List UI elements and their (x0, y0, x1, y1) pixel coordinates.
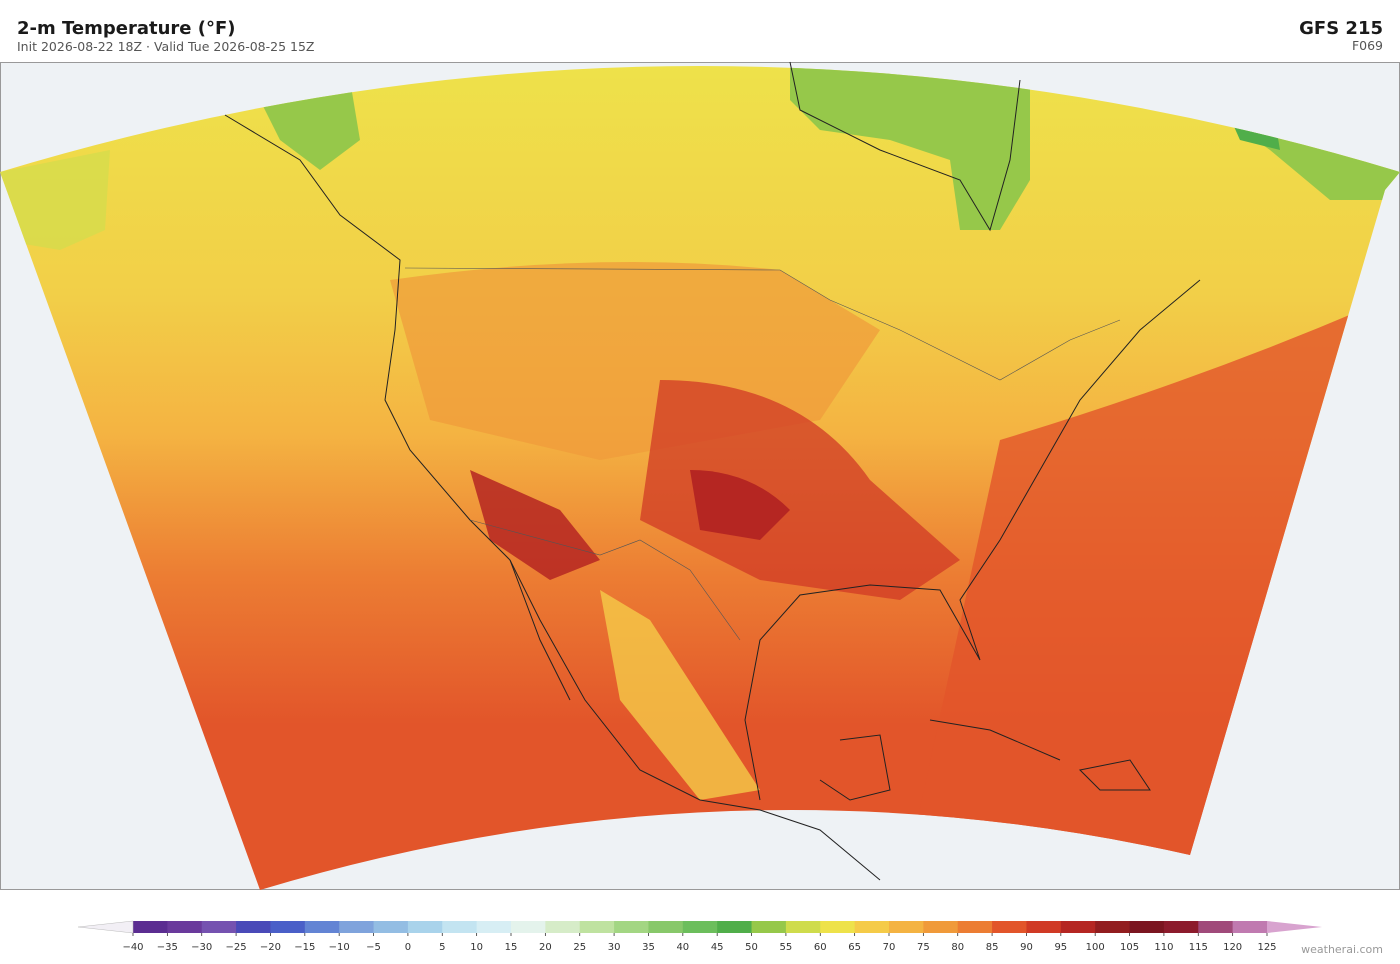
colorbar-segment (1163, 921, 1199, 933)
colorbar-tick-label: −10 (329, 942, 350, 953)
colorbar-tick-label: 35 (642, 942, 655, 953)
colorbar-tick-label: 120 (1223, 942, 1242, 953)
colorbar-segment (476, 921, 512, 933)
colorbar-tick-label: 90 (1020, 942, 1033, 953)
colorbar-segment (545, 921, 581, 933)
colorbar-segment (614, 921, 649, 933)
colorbar-segment (820, 921, 856, 933)
colorbar-segment (751, 921, 787, 933)
colorbar-segment (133, 921, 168, 933)
colorbar-segment (1095, 921, 1131, 933)
colorbar-segment (889, 921, 924, 933)
colorbar-tick-label: 65 (848, 942, 861, 953)
colorbar-tick-label: 60 (814, 942, 827, 953)
colorbar-tick-label: 125 (1257, 942, 1276, 953)
colorbar-segment (1060, 921, 1096, 933)
colorbar-segment (167, 921, 203, 933)
colorbar-tick-label: 30 (608, 942, 621, 953)
colorbar-segment (682, 921, 718, 933)
colorbar-segment (236, 921, 271, 933)
colorbar-tick-label: 115 (1189, 942, 1208, 953)
colorbar-segment (270, 921, 306, 933)
credit: weatherai.com (1301, 943, 1383, 956)
model-label: GFS 215 (1299, 18, 1383, 39)
colorbar-segment (648, 921, 684, 933)
colorbar-tick-label: 25 (573, 942, 586, 953)
colorbar-tick-label: 15 (505, 942, 518, 953)
borders (404, 267, 1121, 641)
colorbar-tick-label: 110 (1154, 942, 1173, 953)
colorbar-tick-label: −40 (122, 942, 143, 953)
colorbar-segment (579, 921, 615, 933)
colorbar-tick-label: −5 (366, 942, 381, 953)
colorbar-segment (373, 921, 409, 933)
colorbar-tick-label: 0 (405, 942, 411, 953)
colorbar-tick-label: 80 (951, 942, 964, 953)
colorbar-segment (339, 921, 375, 933)
colorbar-segment (1026, 921, 1062, 933)
colorbar-tick-label: 40 (676, 942, 689, 953)
colorbar-segment (442, 921, 478, 933)
colorbar-tick-label: 95 (1054, 942, 1067, 953)
map-subtitle: Init 2026-08-22 18Z · Valid Tue 2026-08-… (17, 39, 314, 54)
colorbar-tick-label: 10 (470, 942, 483, 953)
colorbar-segment (1232, 921, 1268, 933)
colorbar-tick-label: −35 (157, 942, 178, 953)
colorbar-segment (717, 921, 753, 933)
colorbar-tick-label: 85 (986, 942, 999, 953)
colorbar-tick-label: 45 (711, 942, 724, 953)
coastlines (224, 61, 1201, 881)
colorbar-segment (304, 921, 340, 933)
colorbar-segment (407, 921, 443, 933)
colorbar: −40 −35 −30 −25 −20 −15 −10 −5 0 5 10 15 20 25 30 35 40 4… (77, 920, 1322, 953)
colorbar-segment (854, 921, 890, 933)
colorbar-tick-label: −15 (294, 942, 315, 953)
colorbar-segment (511, 921, 546, 933)
colorbar-segment (957, 921, 993, 933)
colorbar-under (77, 920, 134, 934)
colorbar-tick-label: 55 (780, 942, 793, 953)
colorbar-tick-label: 75 (917, 942, 930, 953)
map-title: 2-m Temperature (°F) (17, 18, 236, 39)
colorbar-segment (201, 921, 237, 933)
colorbar-segment (923, 921, 959, 933)
colorbar-segment (992, 921, 1027, 933)
colorbar-tick-label: 50 (745, 942, 758, 953)
colorbar-segment (1129, 921, 1165, 933)
colorbar-tick-label: −25 (226, 942, 247, 953)
colorbar-tick-label: 105 (1120, 942, 1139, 953)
colorbar-segment (785, 921, 821, 933)
colorbar-tick-label: −30 (191, 942, 212, 953)
colorbar-tick-label: −20 (260, 942, 281, 953)
colorbar-tick-label: 70 (883, 942, 896, 953)
forecast-hour: F069 (1352, 38, 1383, 53)
colorbar-tick-label: 20 (539, 942, 552, 953)
colorbar-segment (1198, 921, 1234, 933)
colorbar-tick-label: 100 (1086, 942, 1105, 953)
colorbar-over (1267, 921, 1322, 933)
colorbar-tick-label: 5 (439, 942, 445, 953)
